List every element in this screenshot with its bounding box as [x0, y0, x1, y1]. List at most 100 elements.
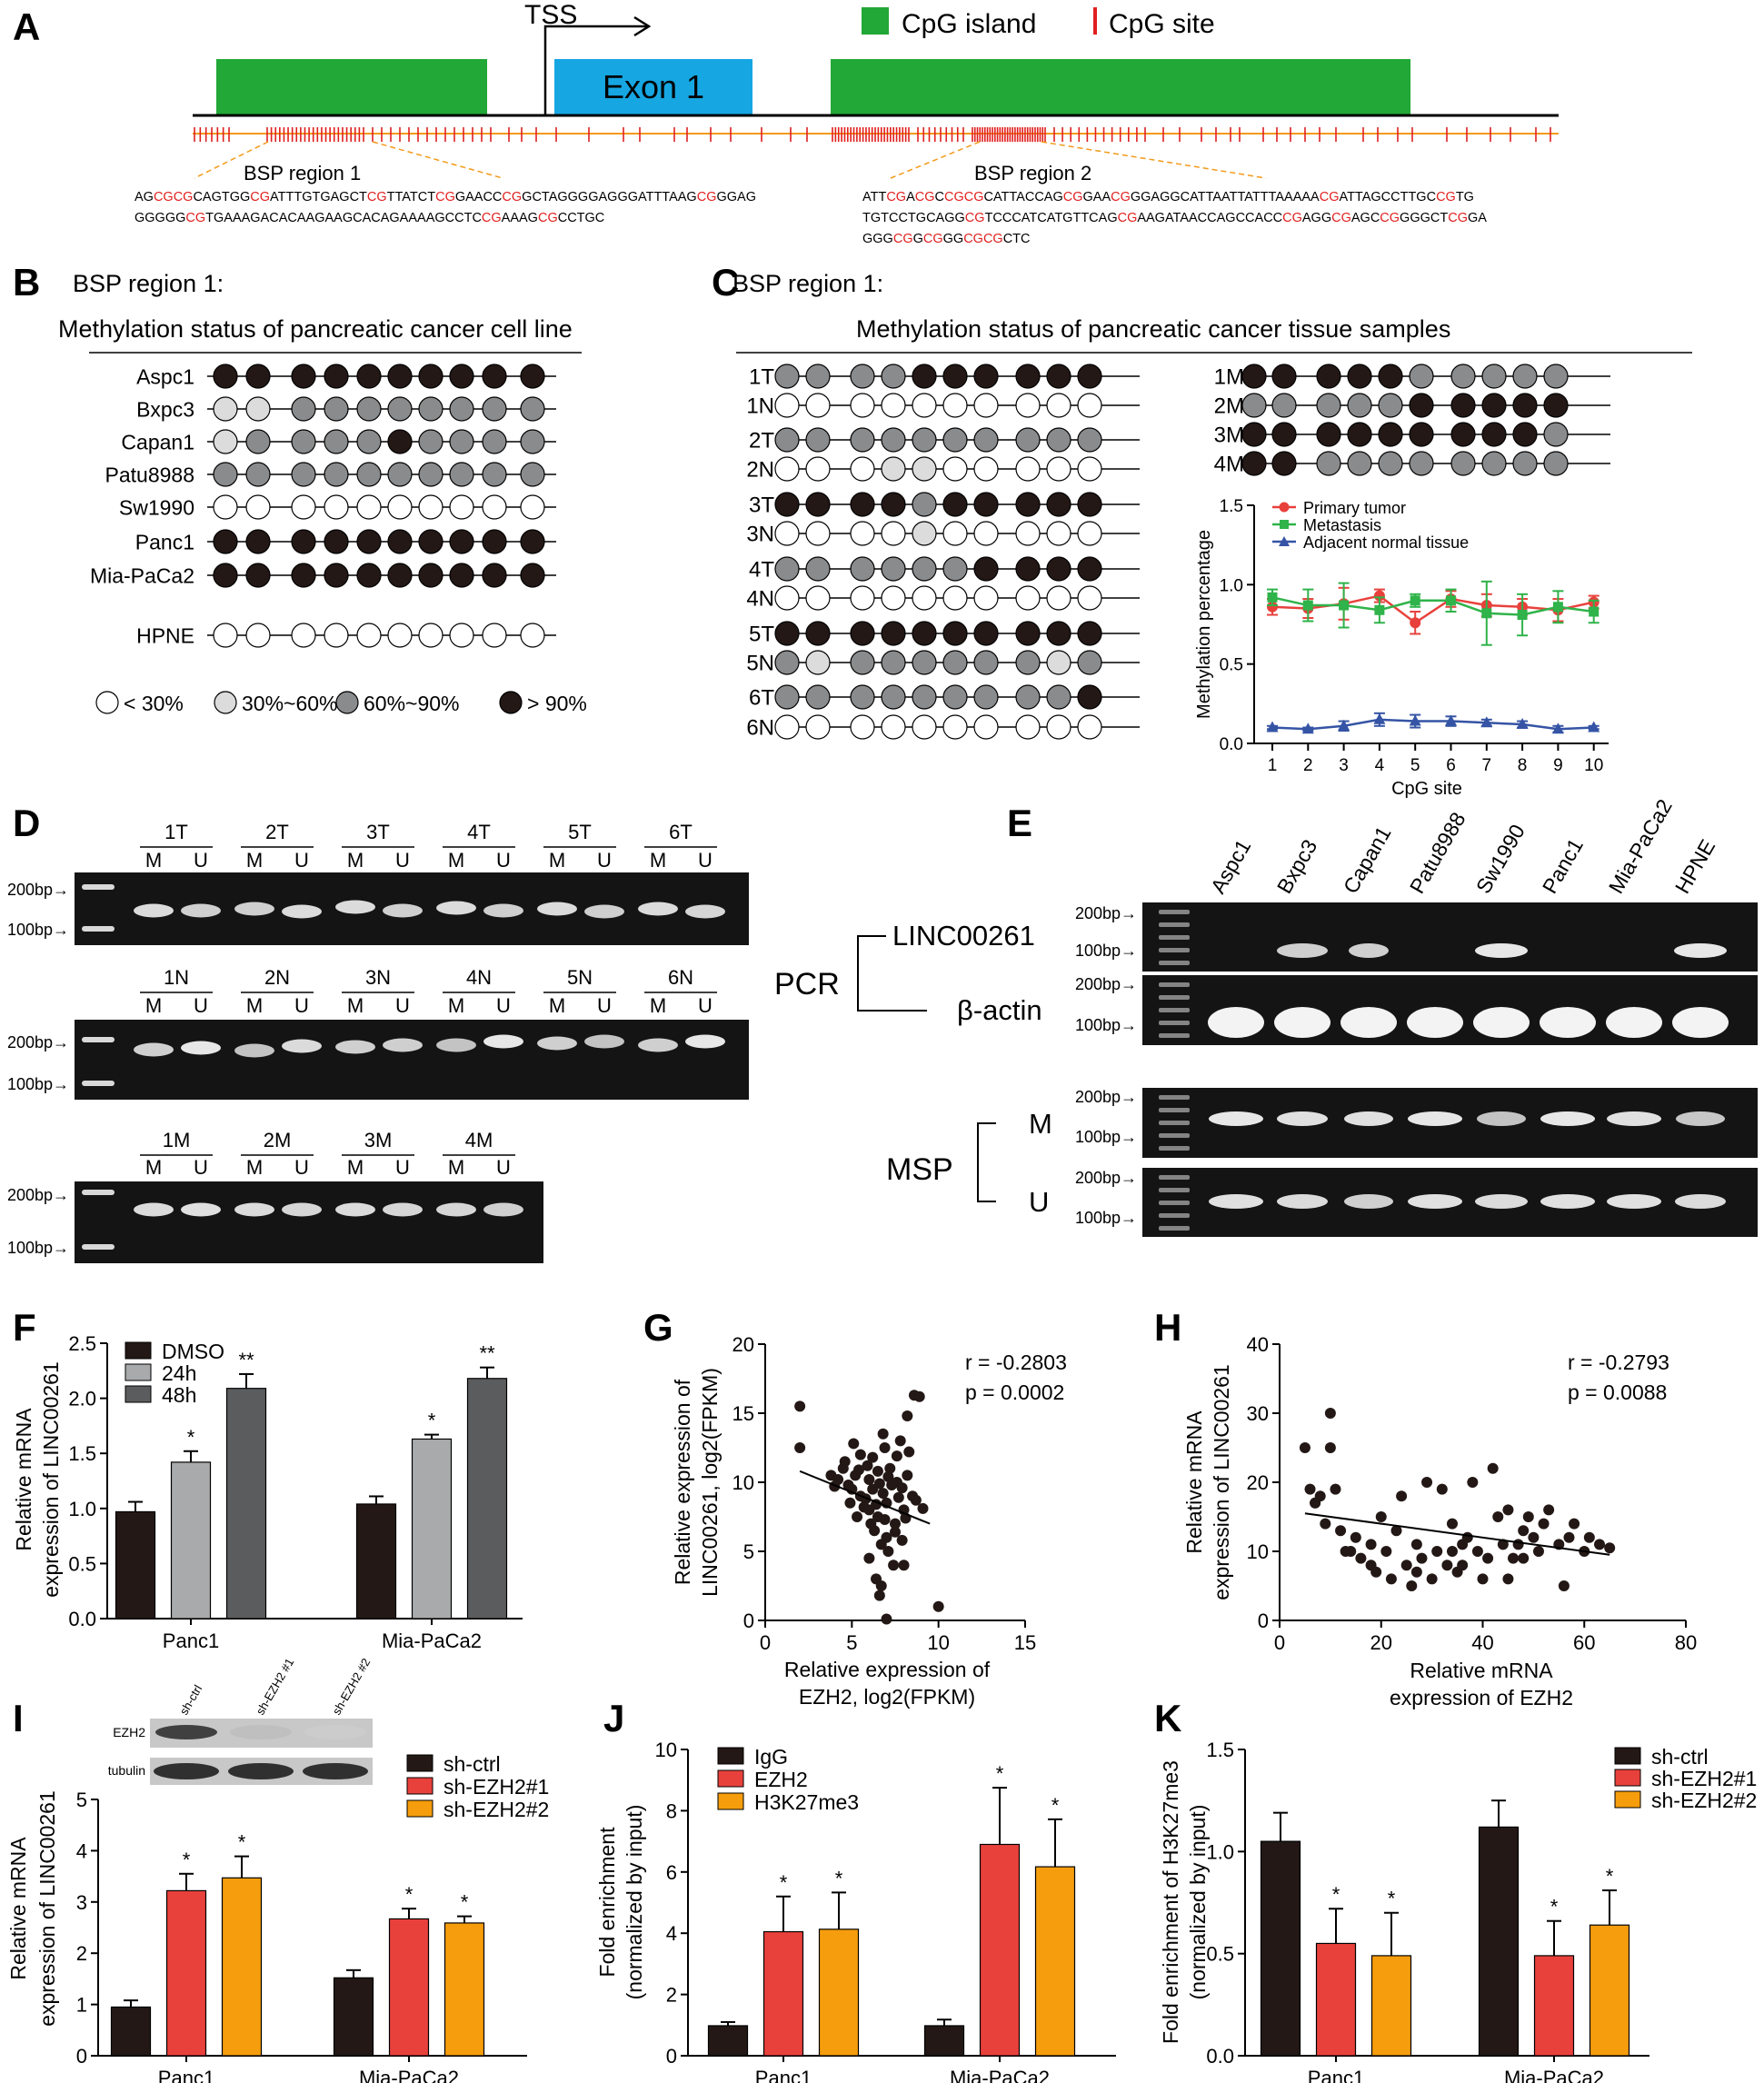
gel-band [1475, 943, 1528, 958]
lane-m-label: M [549, 849, 565, 872]
gel-band [181, 1041, 221, 1055]
correlation-annotation: p = 0.0002 [965, 1380, 1064, 1404]
legend-label: Primary tumor [1303, 499, 1406, 517]
y-axis-label: Relative mRNA [12, 1408, 35, 1551]
legend-label: DMSO [162, 1340, 224, 1363]
regression-line [799, 1470, 931, 1525]
tss-label: TSS [524, 0, 577, 30]
x-tick-label: 9 [1553, 756, 1563, 775]
blot-band [155, 1725, 217, 1739]
sequence-fragment: TGAAAGACACAAGAAGCACAGAAAAGCCTC [205, 211, 482, 225]
ladder-band [1159, 1033, 1190, 1038]
lane-label: Patu8988 [1405, 808, 1470, 897]
lane-label: Capan1 [1339, 822, 1396, 898]
methylation-circle [973, 621, 999, 646]
data-point [848, 1438, 860, 1450]
bar [707, 2025, 749, 2057]
row-label: 3N [746, 523, 774, 547]
data-point [1373, 713, 1386, 724]
data-point [1373, 590, 1385, 602]
lane-u-label: U [597, 849, 612, 872]
methylation-circle [1077, 393, 1102, 418]
data-point [1301, 723, 1314, 734]
methylation-circle [881, 585, 906, 611]
lane-u-label: U [395, 849, 410, 872]
lane-u-label: U [698, 849, 713, 872]
data-point [1374, 604, 1385, 615]
legend-label: < 30% [124, 692, 184, 715]
data-point [1492, 1511, 1504, 1522]
methylation-circle [973, 393, 999, 418]
sequence-fragment: AG [135, 190, 154, 204]
cpg-dinucleotide: CG [923, 232, 943, 246]
data-point [1446, 595, 1456, 606]
methylation-circle [482, 529, 507, 554]
data-point [1436, 1483, 1448, 1495]
methylation-circle [1450, 451, 1476, 476]
blot-lane-label: sh-ctrl [177, 1682, 205, 1717]
legend-label: sh-EZH2#2 [1651, 1789, 1757, 1812]
data-point [1477, 1573, 1489, 1585]
y-tick-label: 5 [743, 1540, 754, 1563]
lane-group-label: 2T [265, 821, 289, 843]
data-point [1446, 1518, 1458, 1530]
legend-circle [499, 691, 523, 714]
bar [818, 1929, 860, 2057]
methylation-circle [774, 456, 800, 482]
legend-swatch [717, 1769, 744, 1788]
methylation-circle [1077, 621, 1102, 646]
ladder-band [1159, 1146, 1190, 1151]
methylation-circle [912, 650, 937, 675]
sequence-fragment: TCCCATCATGTTCAG [985, 211, 1118, 225]
marker-100bp: 100bp→ [1075, 1016, 1137, 1034]
cpg-dinucleotide: CG [963, 232, 983, 246]
methylation-circle [1512, 451, 1538, 476]
lane-u-label: U [597, 994, 612, 1017]
methylation-circle [1512, 393, 1538, 418]
lane-m-label: M [448, 849, 464, 872]
y-tick-label: 0.5 [68, 1552, 96, 1575]
cpg-dinucleotide: CG [964, 190, 984, 204]
methylation-circle [850, 714, 875, 740]
significance-mark: ** [238, 1349, 254, 1371]
lane-u-label: U [496, 849, 511, 872]
y-tick-label: 2 [666, 1984, 677, 2007]
panel-c-region: BSP region 1: [733, 270, 883, 297]
data-point [1335, 1525, 1347, 1537]
data-point [872, 1465, 883, 1477]
methylation-circle [774, 556, 800, 582]
methylation-circle [291, 429, 316, 454]
methylation-circle [942, 364, 968, 389]
legend-cpg-site-swatch [1093, 7, 1097, 35]
methylation-circle [805, 492, 831, 517]
data-point [902, 1410, 913, 1422]
legend-swatch [406, 1799, 434, 1818]
methylation-circle [1271, 422, 1297, 447]
methylation-circle [973, 684, 999, 710]
gel-band [1208, 1007, 1264, 1038]
sequence-fragment: GGAG [716, 190, 756, 204]
data-point [1324, 1408, 1336, 1419]
data-point [1339, 600, 1350, 611]
data-point [1330, 1483, 1341, 1495]
methylation-circle [881, 427, 906, 453]
methylation-circle [1077, 714, 1102, 740]
methylation-circle [387, 364, 413, 389]
legend-label: > 90% [527, 692, 587, 715]
data-point [1552, 602, 1563, 613]
gel-band [685, 1034, 725, 1049]
row-label: 1N [746, 394, 774, 419]
x-axis-label: CpG site [1391, 779, 1462, 799]
x-axis-label: Relative mRNA [1410, 1659, 1553, 1682]
data-point [873, 1478, 885, 1490]
methylation-circle [356, 364, 382, 389]
methylation-circle [1481, 364, 1507, 389]
data-point [1543, 1504, 1555, 1516]
sequence-fragment: CTC [1003, 232, 1031, 246]
methylation-circle [418, 429, 443, 454]
data-point [1446, 1546, 1458, 1557]
row-label: Mia-PaCa2 [90, 563, 194, 587]
methylation-circle [1271, 364, 1297, 389]
x-tick-label: 5 [1410, 756, 1420, 775]
sequence-fragment: AGG [1302, 211, 1331, 225]
